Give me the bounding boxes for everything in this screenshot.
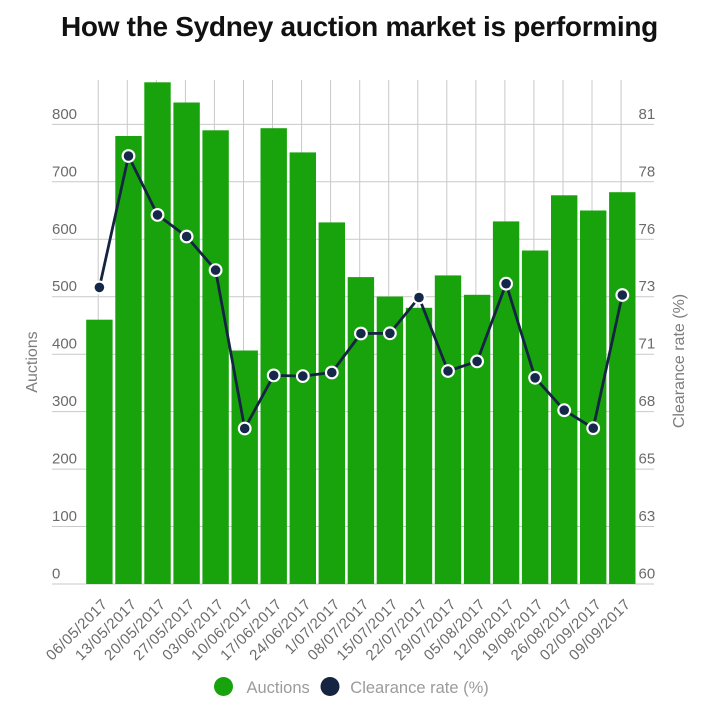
svg-text:78: 78 (639, 163, 656, 180)
svg-text:81: 81 (639, 106, 656, 123)
svg-text:Auctions: Auctions (247, 679, 310, 697)
svg-text:63: 63 (639, 508, 656, 525)
svg-text:Clearance rate (%): Clearance rate (%) (671, 294, 688, 428)
svg-text:73: 73 (639, 278, 656, 295)
svg-text:How the Sydney auction market: How the Sydney auction market is perform… (61, 11, 658, 42)
svg-text:100: 100 (52, 508, 77, 525)
svg-text:76: 76 (639, 221, 656, 238)
svg-text:400: 400 (52, 336, 77, 353)
svg-text:500: 500 (52, 278, 77, 295)
svg-text:68: 68 (639, 393, 656, 410)
svg-text:65: 65 (639, 451, 656, 468)
svg-text:Clearance rate (%): Clearance rate (%) (350, 679, 488, 697)
svg-text:0: 0 (52, 566, 60, 583)
svg-text:800: 800 (52, 106, 77, 123)
svg-text:600: 600 (52, 221, 77, 238)
svg-text:71: 71 (639, 336, 656, 353)
svg-text:300: 300 (52, 393, 77, 410)
svg-text:700: 700 (52, 163, 77, 180)
svg-text:60: 60 (639, 566, 656, 583)
svg-text:200: 200 (52, 451, 77, 468)
svg-text:Auctions: Auctions (24, 331, 41, 392)
